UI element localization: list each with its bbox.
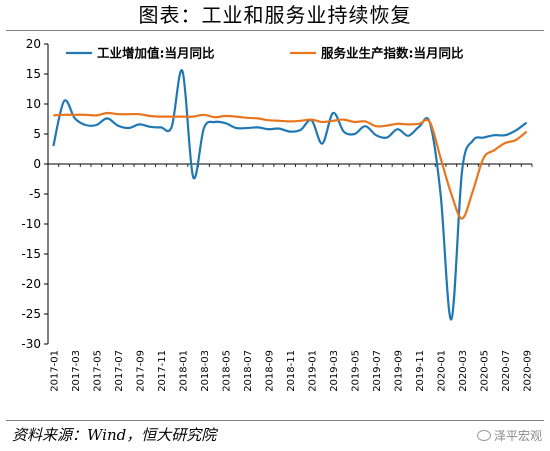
x-tick-label: 2018-07 <box>243 350 254 392</box>
x-tick-label: 2019-05 <box>351 350 362 392</box>
x-tick-label: 2017-09 <box>135 350 146 392</box>
x-tick-label: 2020-01 <box>437 350 448 392</box>
x-tick-label: 2017-01 <box>49 350 60 392</box>
y-tick-label: 0 <box>33 157 41 171</box>
source-divider <box>6 420 544 421</box>
x-tick-label: 2017-07 <box>114 350 125 392</box>
x-tick-label: 2020-05 <box>480 350 491 392</box>
x-tick-label: 2018-11 <box>286 350 297 392</box>
x-tick-label: 2020-07 <box>501 350 512 392</box>
source-note: 资料来源：Wind，恒大研究院 <box>12 426 217 444</box>
x-tick-label: 2017-11 <box>157 350 168 392</box>
legend-label-industrial: 工业增加值:当月同比 <box>97 46 215 61</box>
y-tick-label: 5 <box>33 127 41 141</box>
x-tick-label: 2019-03 <box>329 350 340 392</box>
figure-title: 图表：工业和服务业持续恢复 <box>138 3 412 27</box>
series-line-industrial <box>52 69 528 321</box>
y-tick-label: -10 <box>21 217 41 231</box>
y-tick-label: -20 <box>21 277 41 291</box>
x-tick-label: 2018-01 <box>178 350 189 392</box>
x-tick-label: 2017-05 <box>92 350 103 392</box>
series-line-services <box>53 111 528 220</box>
title-divider <box>6 30 544 31</box>
watermark-text: 泽平宏观 <box>493 429 542 443</box>
wechat-icon <box>476 430 491 441</box>
y-axis-ticks: -30 -25 -20 -15 -10 -5 0 5 10 15 20 <box>21 37 48 351</box>
chart-series <box>52 69 528 321</box>
y-tick-label: -25 <box>21 307 41 321</box>
y-tick-label: 15 <box>26 67 41 81</box>
y-tick-label: -5 <box>29 187 41 201</box>
y-tick-label: -15 <box>21 247 41 261</box>
y-tick-label: -30 <box>21 337 41 351</box>
x-axis-ticks: 2017-01 2017-03 2017-05 2017-07 2017-09 2017-… <box>47 164 534 392</box>
x-tick-label: 2019-09 <box>394 350 405 392</box>
x-tick-label: 2019-07 <box>372 350 383 392</box>
line-chart: -30 -25 -20 -15 -10 -5 0 5 10 15 20 2017-01 2017-03… <box>21 37 534 392</box>
x-tick-label: 2019-11 <box>415 350 426 392</box>
x-tick-label: 2018-05 <box>221 350 232 392</box>
x-tick-label: 2018-03 <box>200 350 211 392</box>
x-tick-label: 2020-09 <box>523 350 534 392</box>
x-tick-label: 2018-09 <box>264 350 275 392</box>
x-tick-label: 2017-03 <box>71 350 82 392</box>
y-tick-label: 10 <box>26 97 41 111</box>
legend-label-services: 服务业生产指数:当月同比 <box>321 46 464 61</box>
x-tick-label: 2020-03 <box>458 350 469 392</box>
watermark: 泽平宏观 <box>476 427 542 445</box>
x-tick-label: 2019-01 <box>308 350 319 392</box>
y-tick-label: 20 <box>26 37 41 51</box>
chart-legend: 工业增加值:当月同比 服务业生产指数:当月同比 <box>66 46 464 61</box>
